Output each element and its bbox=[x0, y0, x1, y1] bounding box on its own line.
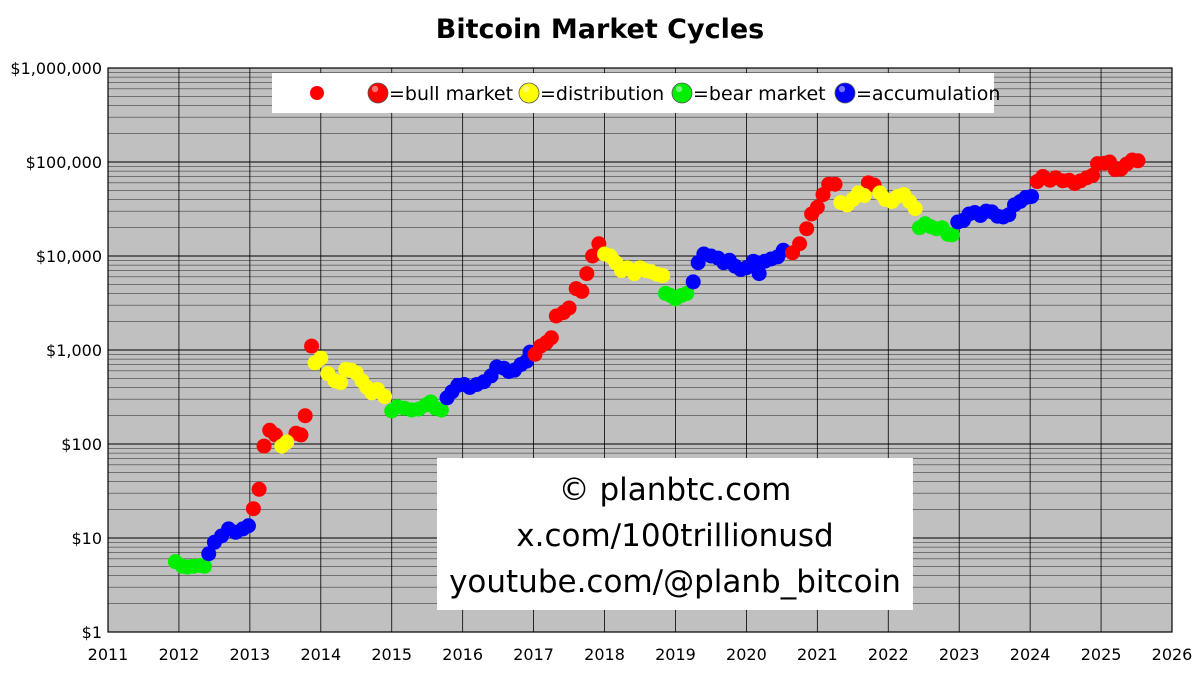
legend-emoji-marker bbox=[367, 82, 389, 104]
accumulation-point bbox=[685, 274, 701, 290]
bear-point bbox=[679, 285, 695, 301]
bull-point bbox=[304, 338, 320, 354]
legend-emoji-marker bbox=[671, 82, 693, 104]
distribution-point bbox=[907, 201, 923, 217]
bull-point bbox=[584, 248, 600, 264]
distribution-point bbox=[655, 268, 671, 284]
credit-youtube: youtube.com/@planb_bitcoin bbox=[449, 564, 901, 600]
bull-point bbox=[809, 199, 825, 215]
x-tick-label: 2014 bbox=[300, 645, 341, 664]
distribution-point bbox=[279, 434, 295, 450]
x-tick-label: 2022 bbox=[868, 645, 909, 664]
bull-point bbox=[543, 330, 559, 346]
x-tick-label: 2012 bbox=[159, 645, 200, 664]
bull-point bbox=[799, 221, 815, 237]
legend-label: =bull market bbox=[389, 83, 513, 105]
legend-entries: =bull market =distribution =bear market =ac… bbox=[310, 82, 1000, 105]
x-tick-label: 2021 bbox=[797, 645, 838, 664]
legend: =bull market =distribution =bear market =ac… bbox=[272, 73, 1000, 113]
bull-point bbox=[297, 408, 313, 424]
x-tick-label: 2023 bbox=[939, 645, 980, 664]
legend-emoji-highlight bbox=[371, 85, 379, 93]
bull-point bbox=[561, 300, 577, 316]
accumulation-point bbox=[1024, 188, 1040, 204]
legend-emoji-highlight bbox=[838, 85, 846, 93]
distribution-point bbox=[856, 188, 872, 204]
distribution-point bbox=[377, 389, 393, 405]
accumulation-point bbox=[240, 518, 256, 534]
credit-copyright: © planbtc.com bbox=[559, 472, 792, 508]
bull-point bbox=[792, 236, 808, 252]
legend-emoji-marker bbox=[518, 82, 540, 104]
credit-x-handle: x.com/100trillionusd bbox=[516, 518, 833, 554]
bull-point bbox=[579, 266, 595, 282]
bull-point bbox=[256, 438, 272, 454]
legend-label: =bear market bbox=[693, 83, 826, 105]
legend-box bbox=[272, 73, 994, 113]
x-tick-label: 2015 bbox=[371, 645, 412, 664]
y-tick-label: $10 bbox=[71, 529, 102, 548]
accumulation-point bbox=[201, 546, 217, 562]
chart-title: Bitcoin Market Cycles bbox=[436, 14, 764, 45]
credits-box: © planbtc.com x.com/100trillionusd youtu… bbox=[437, 458, 913, 610]
accumulation-point bbox=[745, 253, 761, 269]
bull-point bbox=[827, 176, 843, 192]
y-tick-label: $1 bbox=[82, 623, 102, 642]
y-tick-label: $1,000 bbox=[46, 341, 102, 360]
bull-point bbox=[1130, 153, 1146, 169]
y-tick-label: $10,000 bbox=[36, 247, 102, 266]
bull-point bbox=[574, 283, 590, 299]
legend-emoji-highlight bbox=[675, 85, 683, 93]
legend-label: =accumulation bbox=[856, 83, 1000, 105]
plot-frame bbox=[107, 67, 1173, 633]
x-tick-label: 2026 bbox=[1152, 645, 1193, 664]
bull-point bbox=[245, 501, 261, 517]
x-axis-tick-labels: 2011 2012 2013 2014 2015 2016 2017 2018 2019 2020… bbox=[88, 645, 1193, 664]
y-tick-label: $1,000,000 bbox=[10, 59, 102, 78]
accumulation-point bbox=[751, 266, 767, 282]
bear-point bbox=[196, 558, 212, 574]
y-tick-label: $100,000 bbox=[26, 153, 102, 172]
bull-point bbox=[251, 481, 267, 497]
legend-marker bbox=[310, 86, 324, 100]
y-tick-label: $100 bbox=[61, 435, 102, 454]
x-tick-label: 2016 bbox=[442, 645, 483, 664]
legend-emoji-highlight bbox=[522, 85, 530, 93]
bear-point bbox=[944, 227, 960, 243]
price-data-points bbox=[167, 152, 1146, 575]
legend-emoji-marker bbox=[834, 82, 856, 104]
x-tick-label: 2024 bbox=[1010, 645, 1051, 664]
x-tick-label: 2013 bbox=[230, 645, 271, 664]
x-tick-label: 2025 bbox=[1081, 645, 1122, 664]
credits-background bbox=[437, 458, 913, 610]
y-axis-tick-labels: $1 $10 $100 $1,000 $10,000 $100,000 $1,000,000 bbox=[10, 59, 102, 642]
legend-label: =distribution bbox=[540, 83, 664, 105]
x-tick-label: 2019 bbox=[655, 645, 696, 664]
distribution-point bbox=[313, 350, 329, 366]
bull-point bbox=[293, 427, 309, 443]
bear-point bbox=[433, 402, 449, 418]
distribution-point bbox=[333, 375, 349, 391]
x-tick-label: 2017 bbox=[513, 645, 554, 664]
x-tick-label: 2011 bbox=[88, 645, 129, 664]
x-tick-label: 2020 bbox=[726, 645, 767, 664]
x-tick-label: 2018 bbox=[584, 645, 625, 664]
bull-point bbox=[1085, 167, 1101, 183]
bull-point bbox=[267, 427, 283, 443]
